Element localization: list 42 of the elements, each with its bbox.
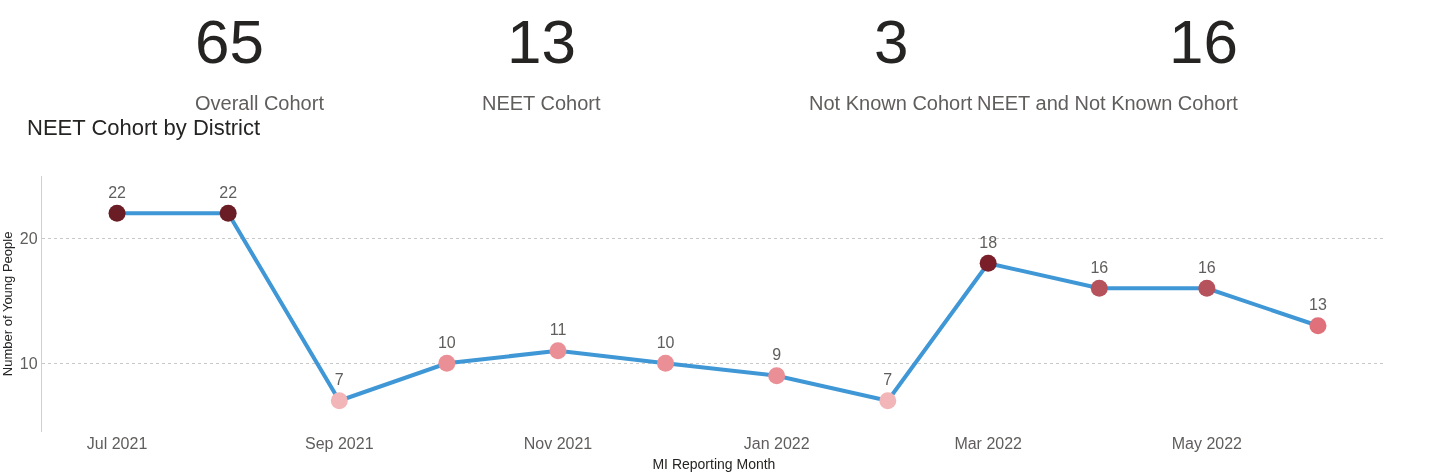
point xyxy=(1090,279,1108,297)
x-tick-label: Mar 2022 xyxy=(954,435,1023,452)
point xyxy=(330,392,348,410)
data-label: 10 xyxy=(656,333,675,351)
x-axis-title: MI Reporting Month xyxy=(652,456,776,473)
data-label: 22 xyxy=(108,183,127,201)
data-label: 16 xyxy=(1090,258,1109,276)
y-axis-title: Number of Young People xyxy=(0,231,15,377)
x-tick-label: May 2022 xyxy=(1171,435,1243,452)
point xyxy=(1198,279,1216,297)
data-label: 16 xyxy=(1197,258,1216,276)
x-tick-label: Jan 2022 xyxy=(743,435,810,452)
text: 3 xyxy=(874,7,909,76)
chart-title: NEET Cohort by District xyxy=(27,115,261,140)
data-label: 7 xyxy=(334,371,344,389)
point xyxy=(1309,317,1327,335)
point xyxy=(549,342,567,360)
data-label: 13 xyxy=(1309,296,1327,314)
data-label: 18 xyxy=(979,233,998,251)
x-tick-label: Nov 2021 xyxy=(523,435,593,452)
point xyxy=(219,204,237,222)
point xyxy=(438,354,456,372)
text: Not Known Cohort xyxy=(809,92,973,114)
data-label: 7 xyxy=(883,371,893,389)
x-tick-label: Sep 2021 xyxy=(305,435,374,452)
text: 65 xyxy=(195,7,264,76)
text: 13 xyxy=(507,7,576,76)
text: NEET Cohort xyxy=(482,92,602,114)
point xyxy=(979,254,997,272)
y-tick-label: 20 xyxy=(19,229,38,247)
point xyxy=(879,392,897,410)
data-label: 11 xyxy=(549,321,567,339)
point xyxy=(108,204,126,222)
text: NEET and Not Known Cohort xyxy=(977,92,1239,114)
point xyxy=(768,367,786,385)
data-label: 9 xyxy=(772,346,782,364)
data-label: 10 xyxy=(437,333,456,351)
text: 16 xyxy=(1169,7,1238,76)
x-tick-label: Jul 2021 xyxy=(86,435,148,452)
point xyxy=(657,354,675,372)
text: Overall Cohort xyxy=(195,92,325,114)
data-label: 22 xyxy=(219,183,238,201)
